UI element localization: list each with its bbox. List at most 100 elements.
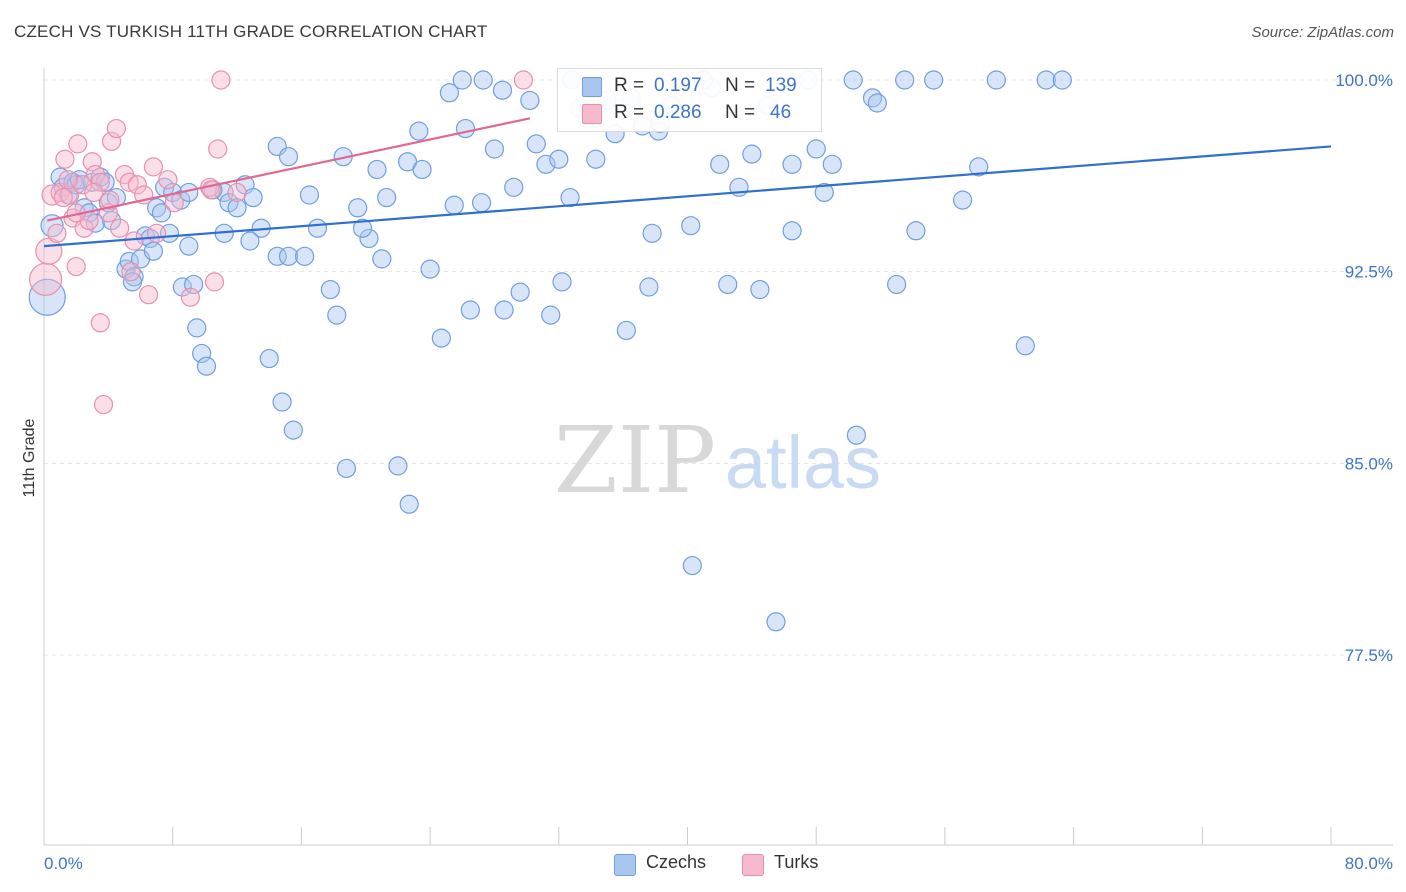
turk-point [101,131,122,151]
czech-point [520,90,540,111]
czech-points [28,70,1072,632]
bottom-legend-swatch-czechs [614,854,636,876]
czech-point [283,420,303,440]
turk-point [53,187,73,208]
czech-point [101,210,122,231]
czech-point [616,320,636,341]
czech-point [986,70,1006,90]
czech-point [367,159,387,180]
czech-point [452,70,472,90]
czech-point [492,80,513,100]
turk-point [124,231,144,251]
turk-point [90,313,110,333]
axes [43,68,1393,846]
turk-point [204,272,225,292]
czech-point [299,185,320,205]
czech-point [327,305,347,325]
turk-point [127,175,147,195]
turk-point [73,175,93,195]
czech-point [187,318,207,338]
czech-point [439,83,460,103]
turk-point [110,218,130,238]
czech-point [444,195,464,215]
turk-point [93,394,114,415]
czech-point [420,259,440,279]
y-tick-label: 77.5% [1345,646,1393,665]
czech-point [639,277,659,297]
czech-point [359,228,379,249]
czech-point [536,154,556,174]
czech-point [1015,336,1035,356]
czech-point [552,272,572,292]
czech-point [682,555,702,576]
czech-point [642,223,662,243]
legend-r-value-turks: 0.286 [654,102,702,123]
czech-point [806,139,826,159]
czech-point [586,149,606,169]
czech-point [504,177,524,197]
czech-point [348,198,368,218]
czech-point [887,274,907,295]
x-tick-label-min: 0.0% [44,854,83,873]
czech-point [867,93,887,113]
source-credit: Source: ZipAtlas.com [1251,24,1394,41]
czech-point [473,70,493,90]
czech-point [377,187,397,208]
czech-point [431,328,451,348]
czech-point [766,612,786,632]
czech-point [541,305,561,325]
czech-point [412,159,432,180]
legend-n-value-turks: 46 [770,102,792,123]
czech-point [494,300,514,320]
czech-trend-line [43,145,1332,248]
bottom-legend-swatch-turks [742,854,764,876]
turk-point [143,157,163,177]
turk-point [68,134,88,154]
czech-point [460,300,480,320]
czech-point [192,343,212,364]
czech-point [526,134,546,154]
czech-point [243,187,263,208]
chart-title: CZECH VS TURKISH 11TH GRADE CORRELATION … [14,22,488,41]
turk-point [55,149,75,169]
turk-point [158,170,178,190]
czech-point [259,348,279,369]
czech-point [814,182,834,203]
czech-point [307,218,328,238]
czech-point [484,139,505,159]
czech-point [227,198,247,218]
y-tick-labels: 77.5% 85.0% 92.5% 100.0% [1335,71,1393,665]
czech-point [267,246,287,266]
turk-points [29,70,534,415]
turk-point [208,139,228,159]
czech-point [924,70,944,90]
turk-point [106,118,126,139]
turk-point [164,193,184,213]
turk-point [211,70,231,90]
stats-legend: R = 0.197 N = 139 R = 0.286 N = 46 [557,68,822,132]
czech-point [822,154,842,174]
legend-n-label: N = [725,102,756,123]
watermark-atlas: atlas [725,421,881,504]
y-tick-label: 92.5% [1345,263,1393,282]
czech-point [172,277,192,297]
czech-point [119,251,139,272]
turk-point [513,70,534,90]
trend-lines [43,117,1332,248]
czech-point [352,218,373,238]
turk-trend-line [46,117,531,222]
czech-point [455,118,476,139]
czech-point [184,274,204,295]
legend-r-label: R = [614,75,645,96]
legend-swatch-turks [582,104,602,124]
czech-point [122,272,143,292]
czech-point [681,216,701,236]
bottom-legend-label-turks: Turks [774,852,819,872]
legend-r-label: R = [614,102,645,123]
czech-point [196,356,217,376]
czech-point [742,144,762,164]
czech-point [320,279,340,300]
y-tick-label: 100.0% [1335,71,1393,90]
czech-point [399,494,419,514]
